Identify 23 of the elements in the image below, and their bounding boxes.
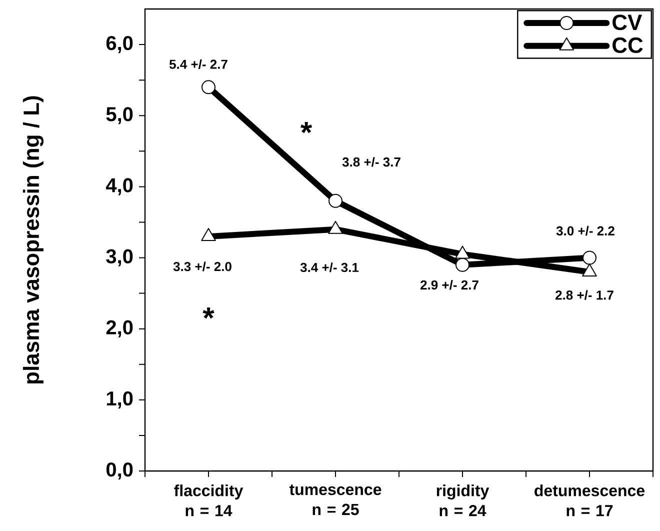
data-label: 2.8 +/- 1.7	[556, 290, 614, 300]
x-tick-label: tumescence n = 25	[289, 484, 382, 516]
annotation: *	[300, 122, 312, 134]
data-label: 3.3 +/- 2.0	[173, 262, 232, 272]
data-label: 3.4 +/- 3.1	[300, 262, 359, 272]
x-tick-label: detumescence n = 17	[534, 484, 645, 516]
y-tick-label: 2,0	[106, 320, 133, 338]
y-tick-label: 1,0	[106, 391, 133, 408]
y-tick-label: 4,0	[106, 178, 133, 196]
y-tick-label: 6,0	[106, 36, 133, 54]
x-tick-label: rigidity n = 24	[436, 484, 490, 516]
y-tick-label: 3,0	[106, 249, 133, 266]
data-label: 2.9 +/- 2.7	[420, 280, 478, 290]
legend-label: CV	[612, 14, 642, 30]
y-tick-label: 0,0	[106, 462, 133, 480]
y-axis-title: plasma vasopressin (ng / L)	[22, 96, 44, 384]
legend-label: CC	[612, 37, 643, 54]
y-tick-label: 5,0	[106, 107, 133, 124]
data-label: 3.8 +/- 3.7	[342, 157, 400, 167]
data-label: 3.0 +/- 2.2	[556, 226, 614, 236]
annotation: *	[202, 307, 214, 319]
data-label: 5.4 +/- 2.7	[169, 59, 228, 70]
x-tick-label: flaccidity n = 14	[174, 484, 244, 516]
